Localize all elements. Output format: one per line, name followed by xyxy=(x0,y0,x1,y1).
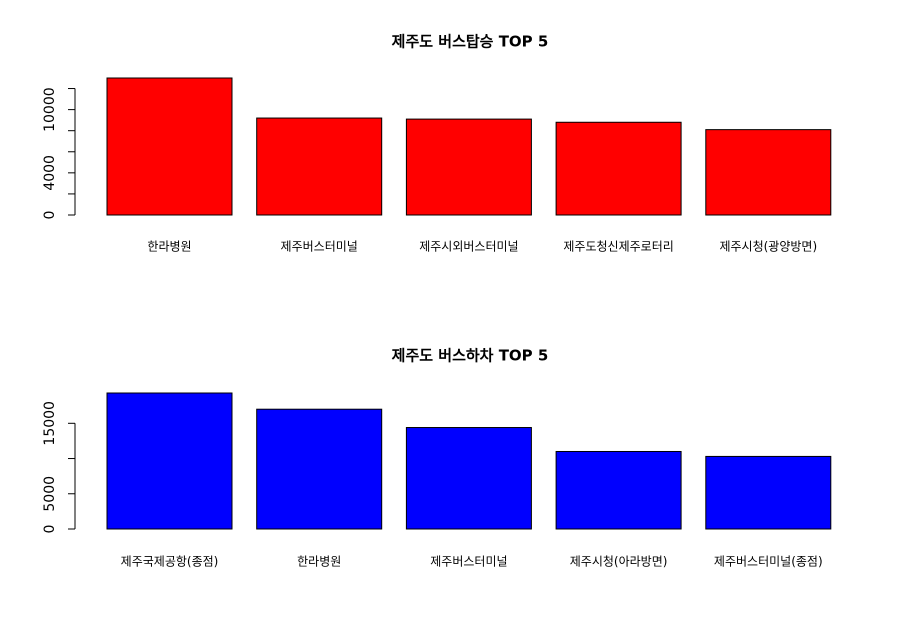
x-tick-label: 제주버스터미널(종점) xyxy=(714,555,823,569)
bar xyxy=(405,118,532,216)
x-tick-label: 제주버스터미널 xyxy=(430,555,507,569)
chart-title: 제주도 버스하차 TOP 5 xyxy=(392,347,549,365)
bar xyxy=(256,408,383,530)
bar xyxy=(555,121,682,216)
x-tick-label: 제주버스터미널 xyxy=(281,240,358,254)
bar xyxy=(405,427,532,530)
x-tick-label: 제주시외버스터미널 xyxy=(419,240,518,254)
bar xyxy=(106,77,233,216)
y-tick-label: 4000 xyxy=(42,155,58,191)
y-tick-label: 0 xyxy=(42,211,58,220)
bar xyxy=(705,129,832,216)
y-tick-label: 5000 xyxy=(42,476,58,512)
bar xyxy=(705,455,832,530)
x-tick-label: 제주국제공항(종점) xyxy=(121,555,219,569)
x-tick-label: 한라병원 xyxy=(297,555,341,569)
x-tick-label: 제주도청신제주로터리 xyxy=(563,240,673,254)
chart-title: 제주도 버스탑승 TOP 5 xyxy=(392,33,549,51)
y-tick-label: 0 xyxy=(42,525,58,534)
bar xyxy=(106,392,233,530)
y-tick-label: 15000 xyxy=(42,401,58,446)
x-tick-label: 제주시청(아라방면) xyxy=(570,555,668,569)
x-tick-label: 한라병원 xyxy=(147,240,191,254)
x-tick-label: 제주시청(광양방면) xyxy=(719,240,817,254)
y-tick-label: 10000 xyxy=(42,87,58,132)
bar xyxy=(555,450,682,530)
bar xyxy=(256,117,383,216)
